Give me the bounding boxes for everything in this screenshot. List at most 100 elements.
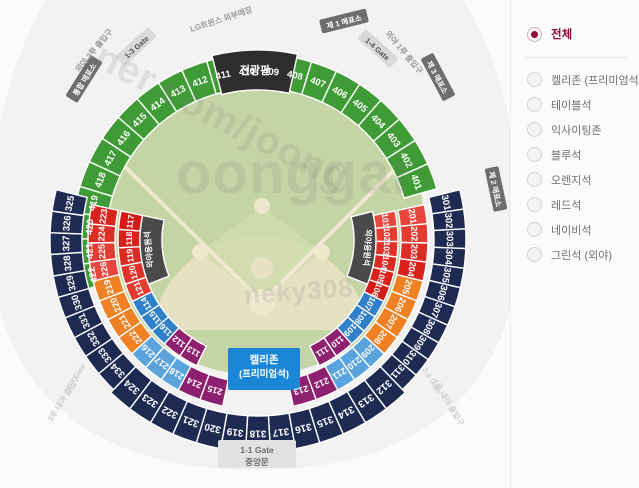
section-111[interactable] — [308, 336, 338, 367]
section-number: 328 — [62, 255, 75, 272]
section-number: 301 — [439, 194, 453, 212]
section-number: 412 — [191, 74, 210, 90]
legend-divider — [525, 57, 627, 58]
office-3 — [421, 53, 455, 101]
section-404[interactable] — [357, 99, 401, 143]
kelly-zone-label: (프리미엄석) — [239, 368, 289, 380]
section-415[interactable] — [117, 97, 161, 141]
radio-icon-kelly[interactable] — [527, 72, 542, 87]
radio-icon-orange[interactable] — [527, 172, 542, 187]
radio-icon-red[interactable] — [527, 197, 542, 212]
radio-icon-blue[interactable] — [527, 147, 542, 162]
section-324[interactable] — [109, 365, 153, 410]
office-2 — [484, 166, 508, 212]
section-416[interactable] — [101, 116, 145, 158]
legend-option-orange[interactable]: 오렌지석 — [511, 167, 639, 192]
section-413[interactable] — [157, 69, 197, 113]
scoreboard[interactable] — [211, 49, 299, 96]
legend-option-red[interactable]: 레드석 — [511, 192, 639, 217]
stadium-map[interactable]: 401 402 403 404 405 406 407 408 409 410 411 412 413 4… — [0, 0, 510, 488]
section-number: 119 — [124, 248, 136, 263]
section-number: 325 — [63, 194, 77, 212]
section-number: 326 — [61, 215, 73, 232]
legend-label-blue: 블루석 — [551, 149, 582, 162]
section-number: 223 — [97, 208, 109, 224]
radio-icon-all[interactable] — [527, 26, 542, 42]
section-number: 316 — [293, 420, 312, 435]
legend-option-all[interactable]: 전체 — [511, 20, 639, 48]
section-412[interactable] — [180, 60, 217, 103]
section-number: 118 — [124, 231, 134, 245]
second-base — [254, 198, 270, 214]
cheer-zone-first-base-label: 외야응원석 — [361, 229, 374, 266]
legend-option-green[interactable]: 그린석 (외야) — [511, 242, 639, 267]
legend-label-navy: 네이비석 — [551, 224, 592, 237]
scoreboard-label: 전광판 — [240, 63, 270, 77]
section-number: 201 — [407, 208, 419, 224]
section-401[interactable] — [395, 162, 438, 199]
legend-label-excite: 익사이팅존 — [551, 124, 602, 137]
legend-label-table: 테이블석 — [551, 99, 592, 112]
radio-icon-excite[interactable] — [527, 122, 542, 137]
section-number: 202 — [409, 226, 420, 241]
section-number: 419 — [87, 194, 101, 212]
section-403[interactable] — [372, 118, 417, 160]
section-number: 117 — [124, 214, 136, 229]
section-number: 104 — [379, 255, 391, 271]
legend-option-excite[interactable]: 익사이팅존 — [511, 117, 639, 142]
cheer-zone-first-base[interactable] — [346, 210, 377, 286]
kelly-zone-label: 켈리존 — [250, 353, 279, 366]
infield-diamond — [200, 206, 322, 300]
section-number: 320 — [203, 420, 222, 435]
section-405[interactable] — [340, 83, 382, 127]
foul-line-left — [106, 148, 264, 304]
legend-option-blue[interactable]: 블루석 — [511, 142, 639, 167]
section-number: 225 — [96, 244, 107, 260]
section-number: 304 — [442, 249, 454, 266]
stadium-map-svg[interactable]: 4014024034044054064074084094104114124134… — [0, 0, 510, 488]
section-number: 219 — [102, 278, 116, 295]
section-number: 420 — [84, 219, 96, 236]
gate-1-3 — [116, 27, 156, 66]
legend-option-table[interactable]: 테이블석 — [511, 92, 639, 117]
legend-option-navy[interactable]: 네이비석 — [511, 217, 639, 242]
section-418[interactable] — [79, 160, 122, 198]
section-407[interactable] — [300, 61, 338, 104]
section-402[interactable] — [385, 139, 429, 179]
section-number: 319 — [226, 425, 244, 438]
section-417[interactable] — [88, 137, 132, 177]
section-414[interactable] — [136, 81, 178, 126]
section-number: 418 — [93, 171, 109, 190]
legend-label-red: 레드석 — [551, 199, 582, 212]
section-number: 303 — [444, 231, 455, 247]
section-223[interactable] — [88, 203, 119, 228]
legend-option-kelly[interactable]: 켈리존 (프리미엄석) — [511, 67, 639, 92]
gate-1-1 — [218, 440, 296, 468]
radio-icon-table[interactable] — [527, 97, 542, 112]
section-number: 410 — [239, 66, 256, 78]
section-number: 407 — [308, 75, 327, 91]
section-number: 318 — [249, 428, 266, 439]
section-number: 224 — [96, 226, 107, 241]
section-number: 120 — [127, 264, 140, 281]
section-number: 215 — [206, 383, 223, 397]
section-number: 204 — [405, 261, 418, 278]
section-number: 307 — [428, 300, 444, 319]
kelly-zone-block[interactable] — [228, 348, 300, 390]
section-number: 302 — [442, 212, 455, 229]
section-number: 409 — [263, 66, 280, 78]
section-number: 317 — [271, 425, 289, 438]
section-number: 327 — [61, 235, 72, 251]
radio-icon-green[interactable] — [527, 247, 542, 262]
radio-icon-navy[interactable] — [527, 222, 542, 237]
cheer-zone-third-base[interactable] — [139, 214, 170, 286]
section-406[interactable] — [321, 70, 361, 114]
legend-label-orange: 오렌지석 — [551, 174, 592, 187]
office-1 — [319, 8, 369, 34]
section-325[interactable] — [51, 188, 89, 217]
section-number: 101 — [379, 212, 391, 228]
section-number: 305 — [439, 266, 453, 284]
section-number: 408 — [286, 69, 304, 83]
